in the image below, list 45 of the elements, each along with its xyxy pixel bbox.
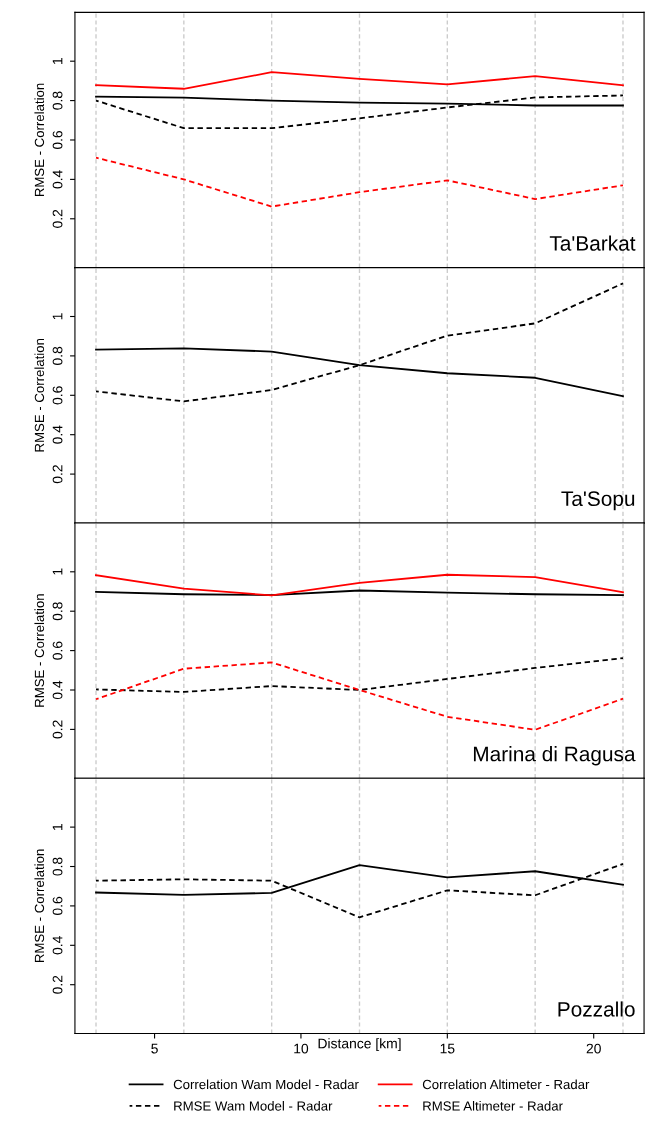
y-tick-label: 0.4 xyxy=(52,170,63,189)
y-tick-label: 0.6 xyxy=(52,641,63,660)
y-tick-label: 0.4 xyxy=(52,936,63,955)
line-series xyxy=(95,661,624,731)
y-tick-label: 0.8 xyxy=(52,346,63,365)
y-axis-title: RMSE - Correlation xyxy=(34,338,45,452)
legend-label: Correlation Altimeter - Radar xyxy=(422,1079,590,1090)
annotation: Pozzallo xyxy=(558,1001,635,1017)
y-tick-label: 1 xyxy=(52,313,63,320)
line-series xyxy=(95,156,624,208)
y-tick-label: 1 xyxy=(52,823,63,830)
legend-label: RMSE Altimeter - Radar xyxy=(423,1100,563,1111)
x-tick-label: 20 xyxy=(586,1043,601,1054)
annotation: Ta'Barkat xyxy=(549,235,636,251)
legend-label: Correlation Wam Model - Radar xyxy=(173,1079,359,1090)
y-tick-label: 0.8 xyxy=(52,857,63,876)
x-tick-label: 15 xyxy=(440,1043,455,1054)
line-series xyxy=(95,573,624,597)
y-tick-label: 1 xyxy=(52,58,63,64)
y-tick-label: 0.6 xyxy=(52,130,63,150)
y-tick-label: 0.8 xyxy=(52,91,63,110)
annotation: Marina di Ragusa xyxy=(473,746,636,766)
x-tick-label: 5 xyxy=(151,1043,158,1054)
y-tick-label: 0.4 xyxy=(52,425,63,444)
line-series xyxy=(95,94,624,130)
line-series xyxy=(95,863,624,919)
y-tick-label: 1 xyxy=(52,568,63,575)
y-tick-label: 0.6 xyxy=(52,386,63,405)
x-tick-label: 10 xyxy=(294,1043,309,1054)
legend-label: RMSE Wam Model - Radar xyxy=(174,1100,333,1111)
y-tick-label: 0.2 xyxy=(52,720,63,739)
y-axis-title: RMSE - Correlation xyxy=(34,594,45,707)
annotation: Ta'Sopu xyxy=(561,491,635,511)
y-tick-label: 0.2 xyxy=(52,465,63,484)
y-axis-title: RMSE - Correlation xyxy=(34,849,45,963)
line-series xyxy=(95,71,624,90)
x-axis-title: Distance [km] xyxy=(318,1038,401,1052)
y-axis-title: RMSE - Correlation xyxy=(34,83,45,197)
line-series xyxy=(95,282,624,403)
y-tick-label: 0.6 xyxy=(52,896,63,916)
y-tick-label: 0.4 xyxy=(52,680,63,700)
y-tick-label: 0.2 xyxy=(52,975,63,994)
y-tick-label: 0.8 xyxy=(52,602,63,621)
y-tick-label: 0.2 xyxy=(52,209,63,228)
line-series xyxy=(95,657,624,693)
